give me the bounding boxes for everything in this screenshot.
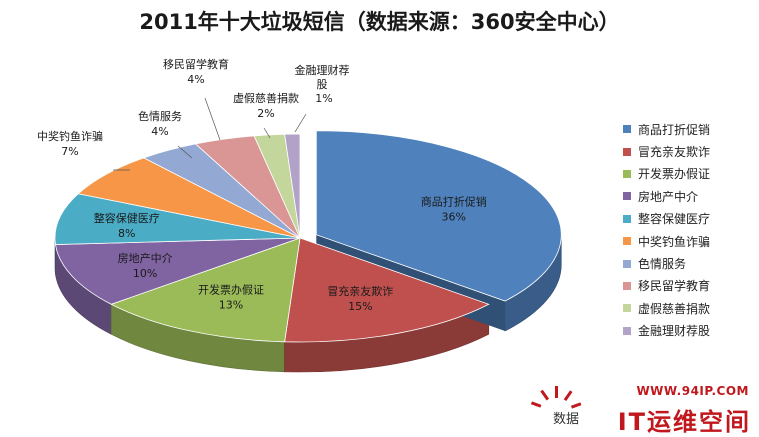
data-label-name: 冒充亲友欺诈 xyxy=(327,284,393,298)
legend-swatch xyxy=(623,326,631,335)
data-label-value: 8% xyxy=(118,227,135,240)
legend-item: 虚假慈善捐款 xyxy=(623,297,710,319)
data-label-name: 股 xyxy=(317,78,328,91)
slice-整容保健医疗 xyxy=(54,193,301,245)
legend-label: 冒充亲友欺诈 xyxy=(638,145,711,160)
watermark-brand: IT运维空间 xyxy=(617,408,751,436)
leader-line xyxy=(204,97,221,141)
legend-swatch xyxy=(623,147,631,156)
leader-line xyxy=(294,113,307,133)
legend-swatch xyxy=(623,281,631,290)
pie-slices xyxy=(54,130,562,343)
data-label-name: 房地产中介 xyxy=(118,251,173,265)
data-label-name: 色情服务 xyxy=(138,109,182,123)
legend-label: 金融理财荐股 xyxy=(638,324,711,339)
slice-商品打折促销 xyxy=(315,130,562,302)
legend: 商品打折促销 冒充亲友欺诈 开发票办假证 房地产中介整容保健医疗 中奖钓鱼诈骗 色情服务移… xyxy=(623,118,710,342)
data-label-value: 15% xyxy=(348,300,372,313)
legend-item: 冒充亲友欺诈 xyxy=(623,140,710,162)
source-text: 数据 xyxy=(553,412,580,427)
slice-冒充亲友欺诈 xyxy=(284,237,490,343)
legend-swatch xyxy=(623,192,631,201)
data-label-value: 36% xyxy=(442,210,466,223)
legend-item: 开发票办假证 xyxy=(623,163,710,185)
leader-line xyxy=(263,127,271,139)
data-label-name: 虚假慈善捐款 xyxy=(233,91,299,105)
data-label-name: 整容保健医疗 xyxy=(94,211,160,225)
legend-label: 开发票办假证 xyxy=(638,167,711,182)
legend-swatch xyxy=(623,304,631,313)
legend-swatch xyxy=(623,237,631,246)
data-label-value: 10% xyxy=(133,267,157,280)
watermark-tick-icon xyxy=(530,386,582,409)
data-label-value: 1% xyxy=(315,92,332,105)
legend-item: 金融理财荐股 xyxy=(623,320,710,342)
leader-line xyxy=(177,145,193,159)
legend-label: 整容保健医疗 xyxy=(638,212,711,227)
watermark: 数据 WWW.94IP.COM IT运维空间 xyxy=(527,372,759,437)
data-label-name: 移民留学教育 xyxy=(163,57,229,71)
legend-label: 商品打折促销 xyxy=(638,122,711,137)
data-label-name: 商品打折促销 xyxy=(421,194,487,208)
pie-data-labels: 商品打折促销 36% 冒充亲友欺诈 15% 开发票办假证 13% 房地产中介 10% 整容保健医… xyxy=(37,57,487,313)
data-label-value: 7% xyxy=(61,145,78,158)
slice-房地产中介 xyxy=(55,237,301,305)
data-label-value: 4% xyxy=(187,73,204,86)
data-label-value: 4% xyxy=(151,125,168,138)
slice-开发票办假证 xyxy=(110,237,301,343)
legend-label: 房地产中介 xyxy=(638,189,699,204)
watermark-url: WWW.94IP.COM xyxy=(636,384,749,398)
data-label-name: 金融理财荐 xyxy=(295,63,350,77)
legend-label: 虚假慈善捐款 xyxy=(638,301,711,316)
legend-item: 移民留学教育 xyxy=(623,275,710,297)
data-label-name: 中奖钓鱼诈骗 xyxy=(37,129,103,143)
legend-label: 中奖钓鱼诈骗 xyxy=(638,234,711,249)
legend-label: 色情服务 xyxy=(638,257,687,272)
legend-label: 移民留学教育 xyxy=(638,279,711,294)
data-label-value: 13% xyxy=(219,298,243,311)
chart-title: 2011年十大垃圾短信（数据来源：360安全中心） xyxy=(139,10,620,34)
legend-item: 中奖钓鱼诈骗 xyxy=(623,230,710,252)
legend-item: 整容保健医疗 xyxy=(623,208,710,230)
slice-中奖钓鱼诈骗 xyxy=(77,157,301,239)
data-label-name: 开发票办假证 xyxy=(198,282,264,296)
legend-item: 商品打折促销 xyxy=(623,118,710,140)
data-label-value: 2% xyxy=(257,107,274,120)
legend-item: 房地产中介 xyxy=(623,185,710,207)
legend-swatch xyxy=(623,259,631,268)
legend-swatch xyxy=(623,169,631,178)
legend-swatch xyxy=(623,125,631,134)
legend-item: 色情服务 xyxy=(623,252,710,274)
legend-swatch xyxy=(623,214,631,223)
slice-金融理财荐股 xyxy=(284,133,301,239)
